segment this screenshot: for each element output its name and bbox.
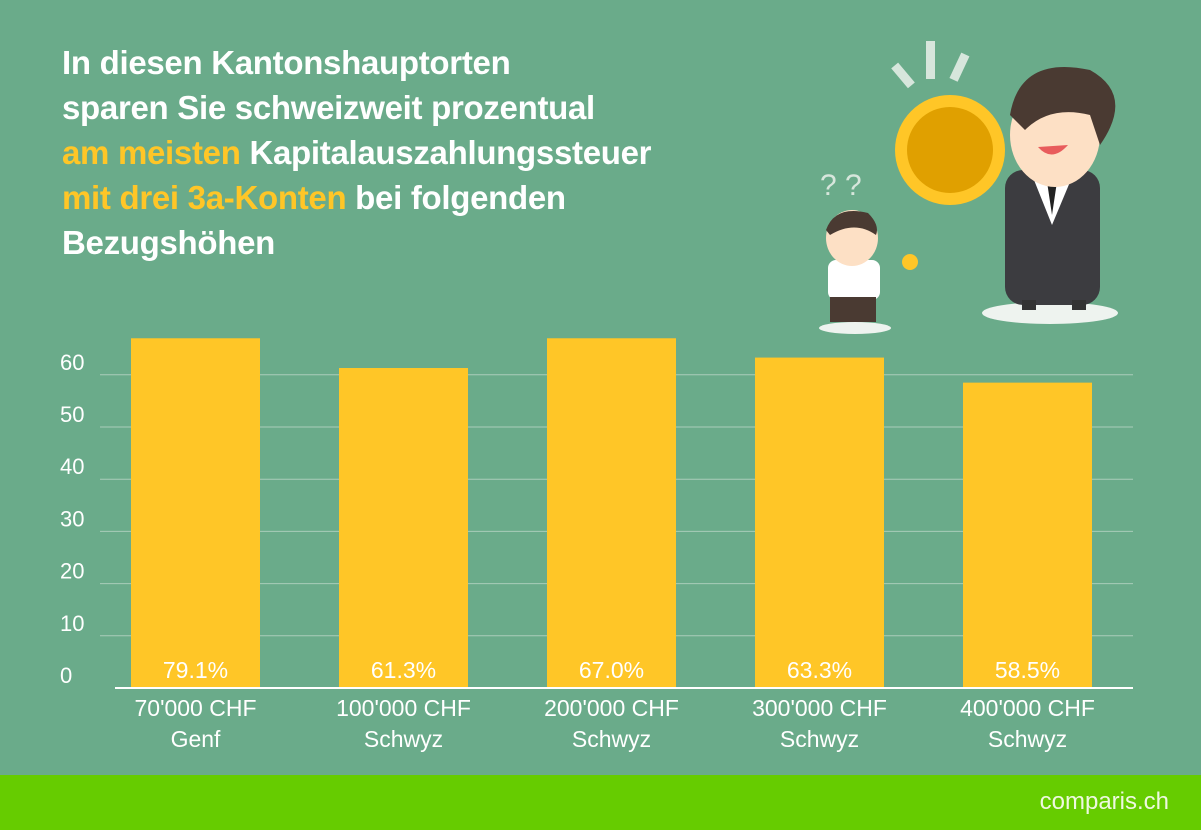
- bar: [131, 338, 260, 688]
- y-tick-label: 40: [60, 454, 84, 479]
- headline-highlight: am meisten: [62, 134, 241, 171]
- y-tick-label: 20: [60, 559, 84, 584]
- svg-text:? ?: ? ?: [820, 169, 862, 202]
- bar-chart: 0 10 20 30 40 50 60 79.1% 70'000 CHF Genf 61.3% 100…: [60, 338, 1133, 752]
- headline-line: am meisten Kapitalauszahlungssteuer: [62, 130, 652, 175]
- bar: [339, 368, 468, 688]
- x-tick-label: Schwyz: [572, 726, 651, 752]
- data-label: 79.1%: [163, 657, 228, 683]
- x-tick-label: 300'000 CHF: [752, 695, 887, 721]
- x-tick-label: 400'000 CHF: [960, 695, 1095, 721]
- x-tick-label: 100'000 CHF: [336, 695, 471, 721]
- bar: [963, 382, 1092, 688]
- y-tick-label: 60: [60, 350, 84, 375]
- x-tick-label: Schwyz: [780, 726, 859, 752]
- data-label: 58.5%: [995, 657, 1060, 683]
- data-label: 67.0%: [579, 657, 644, 683]
- footer-bar: comparis.ch: [0, 775, 1201, 830]
- bar: [547, 338, 676, 688]
- y-tick-label: 30: [60, 506, 84, 531]
- headline: In diesen Kantonshauptorten sparen Sie s…: [62, 40, 652, 265]
- businessmen-coin-illustration: ? ?: [819, 41, 1118, 334]
- y-tick-label: 10: [60, 611, 84, 636]
- headline-highlight: mit drei 3a-Konten: [62, 179, 347, 216]
- y-tick-label: 0: [60, 663, 72, 688]
- x-tick-label: 200'000 CHF: [544, 695, 679, 721]
- x-tick-label: Schwyz: [364, 726, 443, 752]
- x-tick-label: 70'000 CHF: [134, 695, 256, 721]
- x-tick-label: Genf: [171, 726, 221, 752]
- headline-line: In diesen Kantonshauptorten: [62, 44, 511, 81]
- headline-line: Bezugshöhen: [62, 224, 276, 261]
- headline-text: Kapitalauszahlungssteuer: [240, 134, 652, 171]
- headline-line: mit drei 3a-Konten bei folgenden: [62, 175, 651, 220]
- headline-line: sparen Sie schweizweit prozentual: [62, 89, 595, 126]
- x-tick-label: Schwyz: [988, 726, 1067, 752]
- data-label: 61.3%: [371, 657, 436, 683]
- y-tick-label: 50: [60, 402, 84, 427]
- bar: [755, 357, 884, 688]
- headline-text: bei folgenden: [346, 179, 566, 216]
- comparis-logo: comparis.ch: [1039, 788, 1169, 815]
- data-label: 63.3%: [787, 657, 852, 683]
